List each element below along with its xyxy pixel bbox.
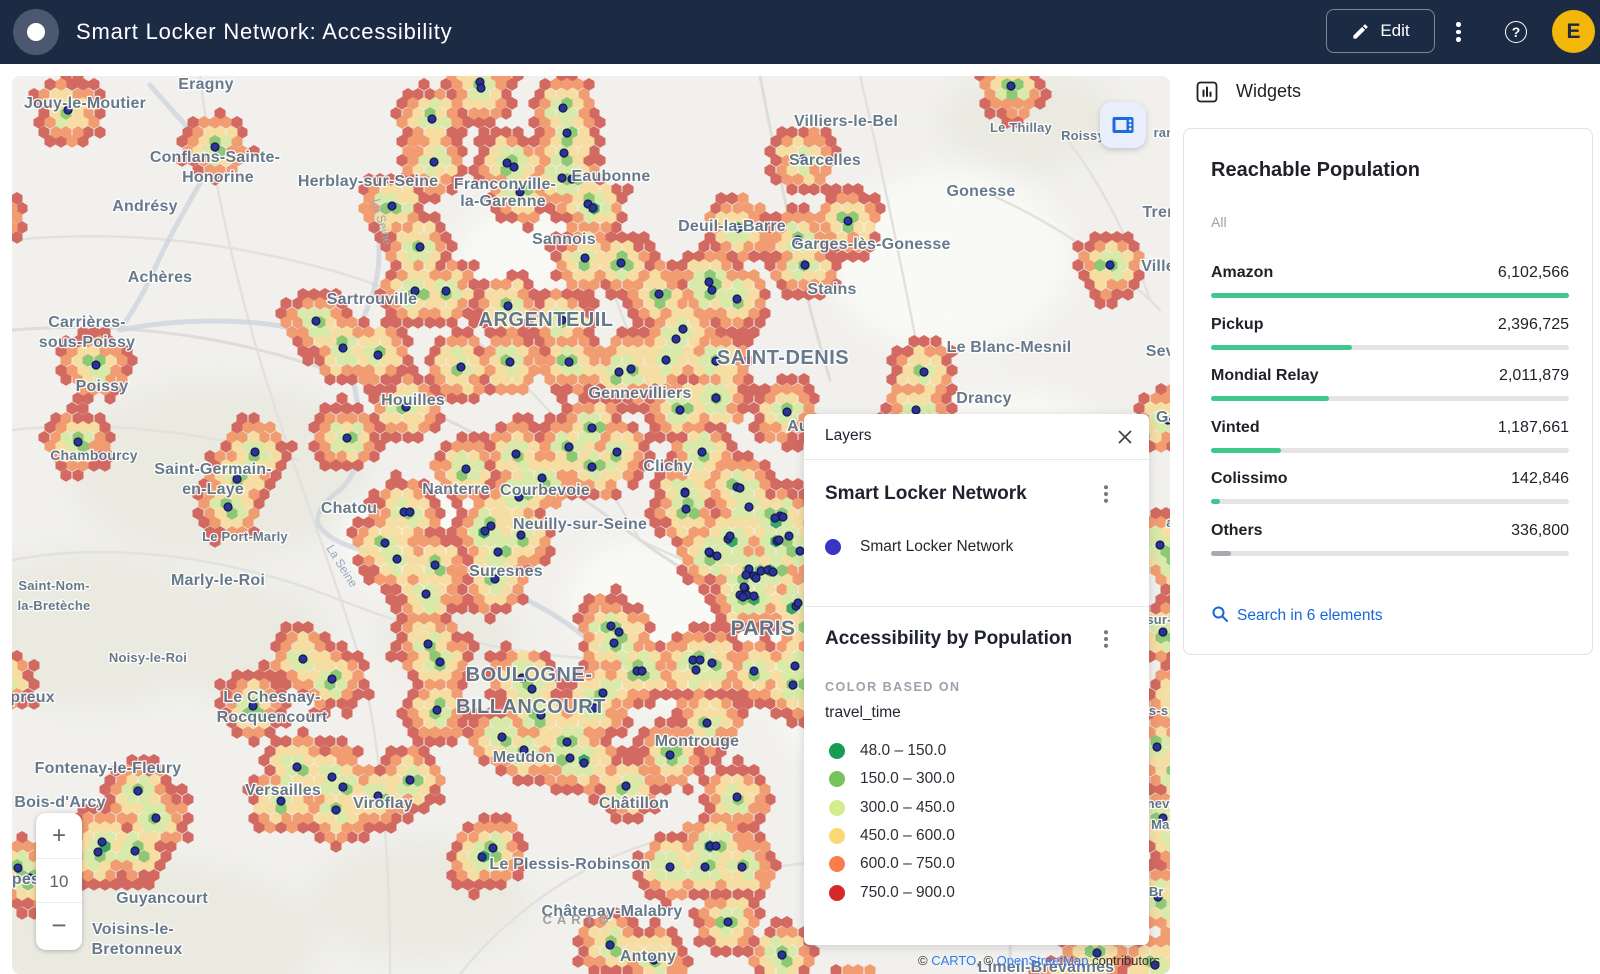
svg-text:Marly-le-Roi: Marly-le-Roi [171,572,265,589]
svg-text:SAINT-DENIS: SAINT-DENIS [717,347,849,369]
svg-text:sous-Poissy: sous-Poissy [39,334,135,351]
svg-text:Deuil-la-Barre: Deuil-la-Barre [678,218,786,235]
svg-text:epreux: epreux [12,689,55,706]
svg-text:Saint-Germain-: Saint-Germain- [154,461,272,478]
svg-text:pes: pes [12,871,40,888]
svg-text:Gar: Gar [1156,409,1170,426]
svg-text:Guyancourt: Guyancourt [116,890,208,907]
svg-text:Sartrouville: Sartrouville [327,291,417,308]
svg-text:Sevra: Sevra [1146,343,1170,360]
svg-text:Trem: Trem [1142,204,1170,221]
svg-text:Poissy: Poissy [76,378,129,395]
svg-text:la-Bretèche: la-Bretèche [17,598,90,613]
svg-text:Mar: Mar [1151,817,1170,832]
svg-text:Eragny: Eragny [178,76,233,93]
svg-text:Limeil-Brévannes: Limeil-Brévannes [978,959,1115,974]
svg-text:Le Chesnay-: Le Chesnay- [223,689,320,706]
svg-text:Roissy: Roissy [1061,128,1105,143]
svg-text:Gennevilliers: Gennevilliers [588,385,691,402]
svg-text:PARIS: PARIS [730,617,795,640]
svg-text:Le Blanc-Mesnil: Le Blanc-Mesnil [947,339,1072,356]
svg-text:Suresnes: Suresnes [469,563,543,580]
svg-text:Gonesse: Gonesse [947,183,1016,200]
svg-text:Achères: Achères [128,269,193,286]
svg-text:Carrières-: Carrières- [48,314,126,331]
svg-text:BOULOGNE-: BOULOGNE- [466,664,593,686]
svg-text:Fontenay-le-Fleury: Fontenay-le-Fleury [35,760,182,777]
svg-text:Herblay-sur-Seine: Herblay-sur-Seine [298,173,438,190]
svg-text:Saint-Nom-: Saint-Nom- [18,578,89,593]
svg-text:Honorine: Honorine [182,169,254,186]
svg-text:Jouy-le-Moutier: Jouy-le-Moutier [24,95,146,112]
svg-text:BILLANCOURT: BILLANCOURT [456,696,606,718]
svg-text:Chambourcy: Chambourcy [50,447,138,463]
svg-text:Clichy: Clichy [643,458,692,475]
svg-text:Meudon: Meudon [493,749,556,766]
svg-text:rand: rand [1154,125,1170,140]
svg-text:ag: ag [1166,515,1170,530]
svg-text:Conflans-Sainte-: Conflans-Sainte- [150,149,280,166]
svg-text:Montrouge: Montrouge [655,733,739,750]
svg-text:Courbevoie: Courbevoie [500,482,590,499]
svg-text:Villiers-le-Bel: Villiers-le-Bel [794,113,898,130]
svg-text:nevi: nevi [1147,796,1170,811]
svg-text:Villep: Villep [1141,258,1170,275]
svg-text:Drancy: Drancy [956,390,1011,407]
svg-text:Nanterre: Nanterre [422,481,489,498]
svg-text:en-Laye: en-Laye [182,481,244,498]
svg-text:la-Garenne: la-Garenne [460,193,546,210]
svg-text:Chatou: Chatou [321,500,377,517]
svg-text:Neuilly-sur-Seine: Neuilly-sur-Seine [513,516,647,533]
svg-text:Châtenay-Malabry: Châtenay-Malabry [541,903,682,920]
svg-text:Stains: Stains [807,281,856,298]
svg-text:Bretonneux: Bretonneux [92,941,183,958]
svg-text:Le Plessis-Robinson: Le Plessis-Robinson [489,856,650,873]
svg-text:Versailles: Versailles [245,782,321,799]
svg-text:Voisins-le-: Voisins-le- [92,921,174,938]
svg-text:rs-s: rs-s [1144,703,1169,718]
svg-text:Le Port-Marly: Le Port-Marly [202,529,288,544]
svg-text:Viroflay: Viroflay [353,795,413,812]
svg-text:Sarcelles: Sarcelles [789,152,861,169]
svg-text:Eaubonne: Eaubonne [572,168,651,185]
svg-text:Sannois: Sannois [532,231,596,248]
svg-text:Franconville-: Franconville- [454,176,556,193]
svg-text:Houilles: Houilles [381,392,445,409]
svg-text:sur-: sur- [1146,612,1170,627]
svg-text:Bois-d'Arcy: Bois-d'Arcy [14,794,105,811]
svg-text:Garges-lès-Gonesse: Garges-lès-Gonesse [791,236,950,253]
svg-text:ARGENTEUIL: ARGENTEUIL [479,309,614,331]
svg-text:Andrésy: Andrésy [112,198,177,215]
svg-text:Antony: Antony [620,948,676,965]
svg-text:Châtillon: Châtillon [599,795,669,812]
svg-text:CARTO: CARTO [543,912,614,927]
svg-text:Noisy-le-Roi: Noisy-le-Roi [109,650,187,665]
svg-text:Rocquencourt: Rocquencourt [217,709,328,726]
svg-text:Le Thillay: Le Thillay [990,120,1053,135]
